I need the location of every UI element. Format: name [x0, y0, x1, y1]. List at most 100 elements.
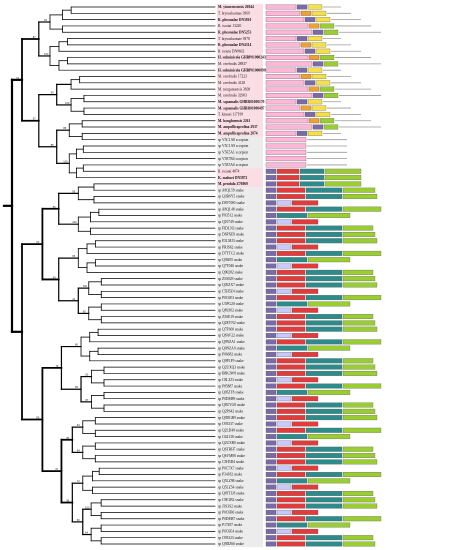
domain-block: [319, 23, 335, 29]
bootstrap-value: 93: [51, 91, 54, 95]
domain-block: [265, 92, 313, 98]
domain-block: [342, 194, 378, 199]
domain-block: [291, 352, 319, 357]
domain-block: [265, 415, 277, 421]
domain-block: [307, 522, 351, 528]
domain-block: [265, 516, 277, 522]
tip-label: sp Q05ZT8 snake: [218, 391, 244, 395]
bootstrap-value: 94: [44, 18, 47, 22]
domain-block: [276, 446, 306, 452]
tip-label: sp O93337 snake: [218, 422, 243, 426]
domain-block: [276, 472, 306, 477]
tip-label: sp Q5LZ98 snake: [218, 479, 244, 483]
tip-label: M. pendula Z76969: [218, 182, 248, 186]
tip-label: sp C8LZJ3 snake: [218, 378, 243, 382]
domain-block: [265, 4, 297, 10]
tip-label: sp Q9DGB9 snake: [218, 416, 245, 420]
tip-label: sp A8QL59 snake: [218, 188, 244, 192]
domain-block: [265, 48, 305, 54]
domain-block: [265, 509, 277, 515]
tip-label: sp Q8UYG8 snake: [218, 403, 246, 407]
domain-block: [342, 446, 374, 452]
domain-block: [276, 484, 292, 490]
tip-label: sp P0C6E3 snake: [218, 296, 244, 300]
domain-block: [319, 86, 335, 92]
domain-block: [323, 92, 339, 98]
tip-label: M. squamalis GHBR01000170: [218, 100, 265, 104]
domain-block: [305, 503, 343, 509]
domain-block: [305, 383, 343, 389]
tip-label: sp Q6TBH7 snake: [218, 447, 245, 451]
domain-block: [299, 168, 325, 174]
bootstrap-value: 100: [63, 159, 68, 163]
domain-block: [276, 238, 306, 244]
tip-label: sp V5E7B4 scorpion: [218, 157, 248, 161]
bootstrap-value: 41: [72, 297, 75, 301]
domain-block: [291, 200, 319, 206]
domain-block: [276, 206, 306, 212]
bootstrap-value: 100: [83, 284, 88, 288]
domain-block: [265, 408, 277, 414]
domain-block: [265, 383, 277, 389]
domain-block: [265, 130, 297, 136]
domain-block: [276, 263, 292, 269]
domain-block: [265, 446, 277, 452]
domain-block: [305, 187, 343, 193]
domain-block: [265, 225, 277, 231]
domain-block: [276, 345, 308, 351]
domain-block: [299, 175, 325, 181]
domain-block: [307, 301, 351, 307]
domain-block: [265, 55, 309, 60]
tip-label: sp C5H5Z4 snake: [218, 289, 244, 293]
tip-label: sp P0C6B6 snake: [218, 511, 244, 515]
domain-block: [324, 168, 362, 174]
domain-block: [315, 17, 331, 23]
clade-shade-band: [217, 168, 263, 188]
domain-block: [342, 497, 376, 503]
domain-block: [342, 276, 376, 282]
domain-block: [265, 156, 307, 162]
domain-block: [265, 484, 277, 490]
tip-label: M. cerebralis 28837: [218, 62, 247, 66]
domain-block: [265, 162, 307, 168]
domain-block: [307, 257, 351, 263]
tip-label: sp Q10749 snake: [218, 220, 243, 224]
domain-block: [304, 111, 316, 117]
bootstrap-value: 87: [33, 35, 36, 39]
domain-block: [305, 231, 343, 237]
domain-block: [265, 396, 277, 402]
domain-block: [296, 67, 308, 73]
domain-block: [265, 269, 277, 275]
tip-label: K. mahuri DN5872: [218, 176, 247, 180]
domain-block: [265, 295, 277, 301]
tip-label: sp Q0NZA9 snake: [218, 346, 245, 350]
domain-block: [342, 415, 378, 421]
domain-block: [315, 111, 331, 117]
clade-shading: [217, 3, 263, 548]
domain-block: [265, 143, 307, 149]
tip-label: sp Q2PS42 snake: [218, 410, 244, 414]
domain-block: [265, 105, 301, 111]
domain-block: [276, 453, 306, 459]
domain-block: [265, 535, 277, 541]
bootstrap-value: 95: [83, 309, 86, 313]
domain-block: [276, 244, 292, 250]
tip-label: R. pheonalae DN4314: [218, 43, 251, 47]
domain-block: [276, 168, 300, 174]
domain-block: [296, 36, 308, 42]
domain-block: [305, 446, 343, 452]
bootstrap-value: 97: [33, 117, 36, 121]
domain-block: [265, 80, 305, 86]
domain-block: [265, 137, 307, 143]
domain-block: [342, 282, 378, 288]
tip-label: sp Q9I495 snake: [218, 258, 243, 262]
domain-block: [265, 352, 277, 357]
tip-label: sp V5E5A0 scorpion: [218, 163, 248, 167]
domain-block: [342, 535, 374, 541]
domain-block: [276, 389, 308, 395]
domain-block: [276, 276, 306, 282]
domain-block: [265, 358, 277, 364]
bootstrap-value: 80: [75, 343, 78, 347]
domain-block: [323, 29, 339, 35]
bootstrap-value: 56: [53, 205, 56, 209]
